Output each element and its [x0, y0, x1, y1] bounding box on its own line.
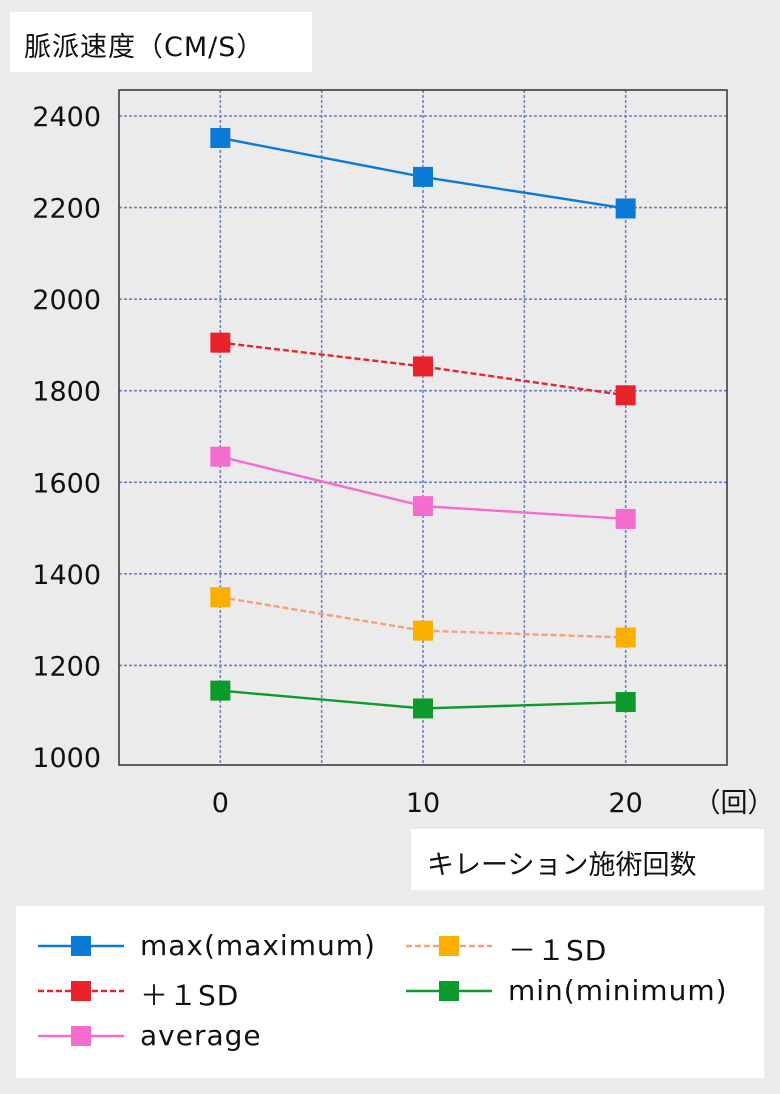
legend-marker-minus-1sd [439, 936, 459, 956]
series-2-marker-2 [615, 508, 636, 529]
series-1-marker-1 [413, 356, 433, 377]
legend-marker-plus-1sd [71, 981, 91, 1001]
series-1-marker-2 [615, 385, 636, 406]
series-4-marker-0 [210, 680, 231, 701]
legend-swatch-plus-1sd [38, 981, 124, 1001]
legend-item-min: min(minimum) [404, 971, 754, 1011]
legend-marker-average [71, 1026, 91, 1046]
series-4-marker-1 [413, 698, 433, 719]
series-3 [210, 587, 636, 648]
x-tick-label-20: 20 [608, 788, 642, 819]
plot-frame [118, 89, 728, 766]
series-2 [210, 446, 636, 529]
series-4-marker-2 [615, 692, 636, 713]
legend-item-max: max(maximum) [36, 926, 396, 966]
y-tick-label-1800: 1800 [32, 377, 101, 408]
y-tick-label-1200: 1200 [32, 651, 101, 682]
y-axis-title-box: 脈派速度（CM/S） [10, 12, 312, 72]
y-tick-label-2000: 2000 [32, 285, 101, 316]
series-line-1 [220, 341, 626, 397]
series-3-marker-1 [413, 620, 433, 641]
series-0-marker-1 [413, 166, 433, 187]
series-0 [210, 127, 636, 219]
legend-item-average: average [36, 1016, 396, 1056]
legend-marker-min [439, 981, 459, 1001]
series-4 [210, 680, 636, 719]
series-3-marker-2 [615, 627, 636, 648]
series-0-marker-0 [210, 127, 231, 148]
y-axis-title: 脈派速度（CM/S） [24, 32, 265, 63]
series-3-marker-0 [210, 587, 231, 608]
legend-label-plus-1sd: ＋１SD [140, 979, 240, 1012]
y-tick-label-2200: 2200 [32, 194, 101, 225]
x-tick-label-10: 10 [406, 788, 440, 819]
legend-label-min: min(minimum) [508, 974, 728, 1007]
legend-swatch-average [38, 1026, 124, 1046]
series-line-3 [220, 596, 626, 639]
y-tick-label-1400: 1400 [32, 560, 101, 591]
series-2-marker-1 [413, 496, 433, 517]
legend-swatch-min [406, 981, 492, 1001]
legend-marker-max [71, 936, 91, 956]
legend-item-plus-1sd: ＋１SD [36, 971, 396, 1012]
legend-swatch-minus-1sd [406, 936, 492, 956]
y-tick-label-2400: 2400 [32, 102, 101, 133]
legend-item-minus-1sd: －１SD [404, 926, 754, 967]
legend-label-max: max(maximum) [140, 929, 376, 962]
series-1-marker-0 [210, 332, 231, 353]
legend-swatch-max [38, 936, 124, 956]
y-tick-label-1000: 1000 [32, 743, 101, 774]
x-axis-title: キレーション施術回数 [427, 850, 697, 881]
legend: max(maximum) ＋１SD average －１SD min(minim… [16, 906, 764, 1078]
series-2-marker-0 [210, 446, 231, 467]
legend-label-average: average [140, 1019, 262, 1052]
series-1 [210, 332, 636, 406]
series-0-marker-2 [615, 198, 636, 219]
x-axis-unit: （回） [694, 788, 775, 819]
legend-label-minus-1sd: －１SD [508, 934, 608, 967]
y-tick-label-1600: 1600 [32, 468, 101, 499]
x-axis-title-box: キレーション施術回数 [411, 829, 764, 890]
line-chart: 1000 1200 1400 1600 1800 2000 2200 2400 0 10 20 （回） [32, 89, 775, 819]
x-tick-label-0: 0 [212, 788, 229, 819]
